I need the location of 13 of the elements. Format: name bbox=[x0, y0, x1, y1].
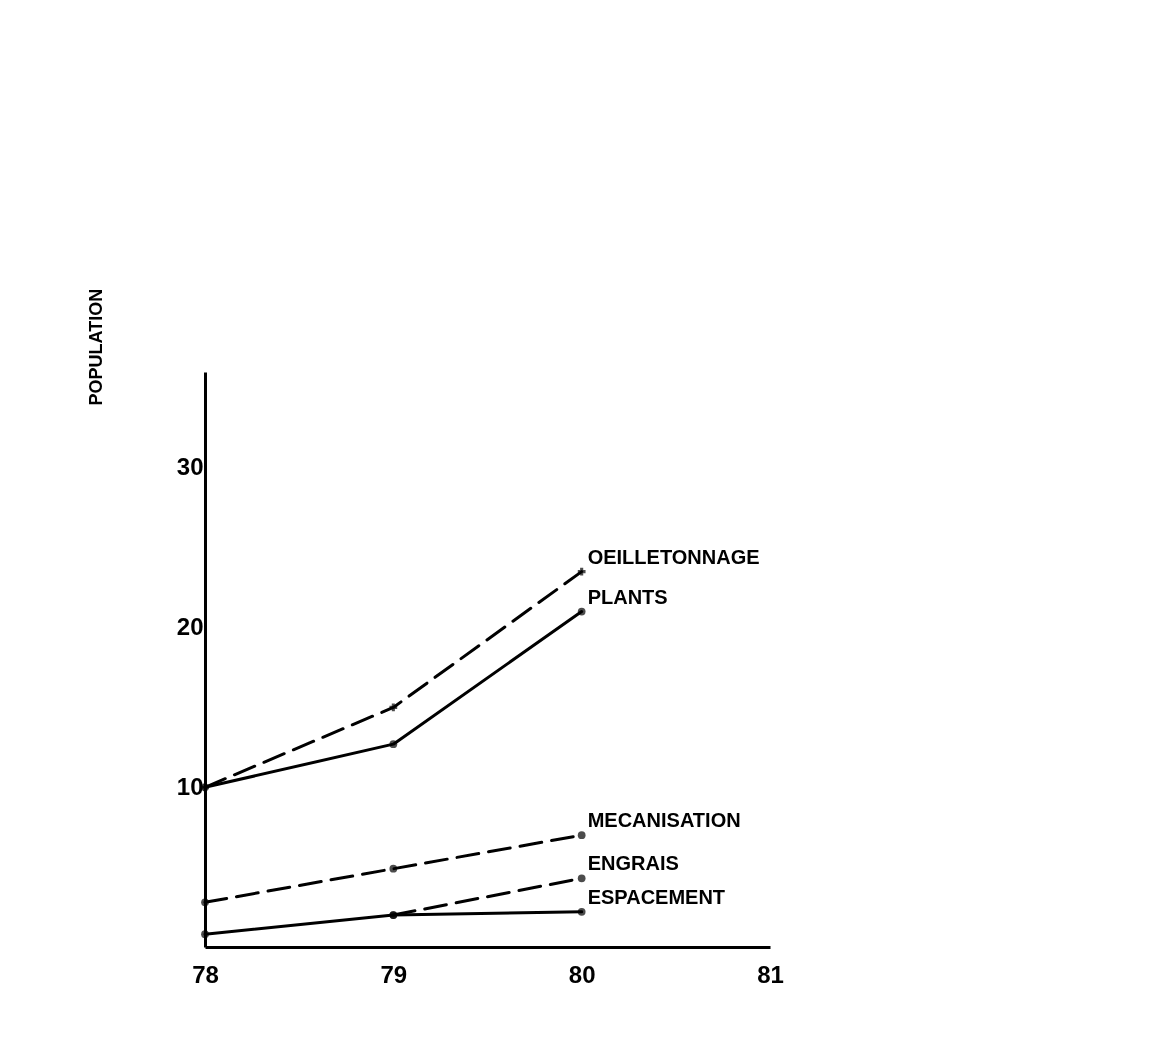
x-tick-label: 78 bbox=[192, 960, 219, 988]
y-tick-label: 20 bbox=[176, 613, 204, 641]
series-label: PLANTS bbox=[587, 585, 668, 608]
y-axis-title: POPULATION bbox=[85, 288, 106, 406]
x-tick-label: 79 bbox=[380, 960, 408, 988]
series-label: ENGRAIS bbox=[587, 852, 679, 875]
y-tick-label: 10 bbox=[176, 772, 204, 800]
series-label: ESPACEMENT bbox=[587, 885, 726, 908]
y-tick-label: 30 bbox=[176, 453, 204, 481]
x-tick-label: 81 bbox=[757, 960, 784, 988]
series-label: OEILLETONNAGE bbox=[587, 545, 760, 568]
series-label: MECANISATION bbox=[587, 809, 741, 832]
x-tick-label: 80 bbox=[568, 960, 596, 988]
